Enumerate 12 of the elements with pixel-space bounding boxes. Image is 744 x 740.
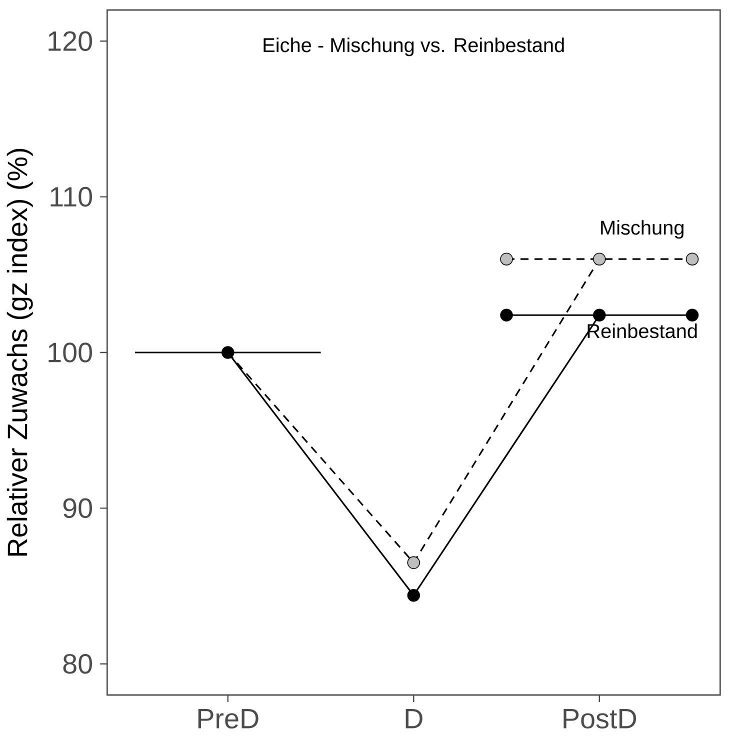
text: Eiche - Mischung vs. Reinbestand [264,38,564,56]
y-tick-label: 80 [63,654,92,674]
y-tick-label: 100 [48,342,92,362]
series-label: Reinbestand [588,324,697,338]
series-label: Mischung [601,220,684,239]
x-tick-label: PostD [564,709,636,729]
y-tick-label: 90 [63,498,92,518]
y-tick-label: 120 [48,31,92,52]
y-tick-label: 110 [50,186,92,207]
x-tick-label: D [406,709,422,728]
y-axis-title: Relativer Zuwachs (gz index) (%) [6,148,33,556]
x-tick-label: PreD [198,709,258,729]
